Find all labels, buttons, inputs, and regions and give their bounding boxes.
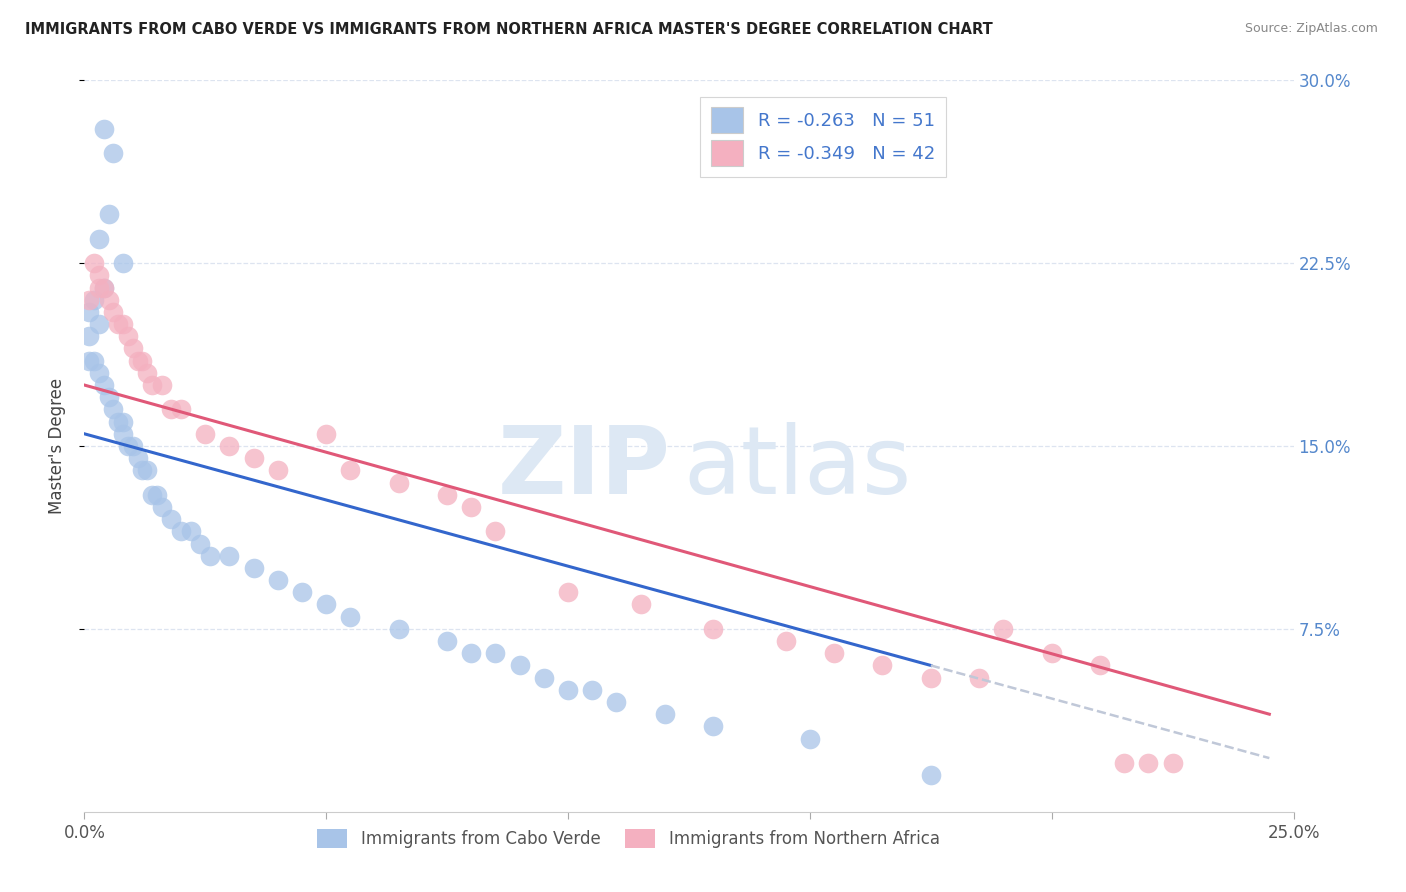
Point bbox=[121, 342, 143, 356]
Point bbox=[339, 463, 361, 477]
Point bbox=[136, 463, 159, 477]
Point bbox=[242, 561, 264, 575]
Point bbox=[194, 426, 217, 441]
Point bbox=[77, 353, 100, 368]
Point bbox=[150, 378, 173, 392]
Point bbox=[388, 475, 411, 490]
Point bbox=[339, 609, 361, 624]
Point bbox=[533, 671, 555, 685]
Point bbox=[97, 207, 120, 221]
Point bbox=[630, 598, 652, 612]
Point bbox=[702, 622, 724, 636]
Point bbox=[121, 439, 143, 453]
Point bbox=[112, 317, 135, 331]
Point bbox=[267, 573, 290, 587]
Point bbox=[484, 646, 506, 660]
Point bbox=[1088, 658, 1111, 673]
Point bbox=[97, 293, 120, 307]
Point bbox=[799, 731, 821, 746]
Point bbox=[112, 256, 135, 270]
Y-axis label: Master's Degree: Master's Degree bbox=[48, 378, 66, 514]
Point bbox=[654, 707, 676, 722]
Point bbox=[117, 439, 139, 453]
Point bbox=[93, 280, 115, 294]
Point bbox=[218, 439, 240, 453]
Point bbox=[509, 658, 531, 673]
Point bbox=[242, 451, 264, 466]
Point bbox=[920, 768, 942, 782]
Point bbox=[315, 598, 337, 612]
Point bbox=[150, 500, 173, 514]
Text: ZIP: ZIP bbox=[498, 422, 671, 514]
Point bbox=[103, 146, 125, 161]
Point bbox=[87, 317, 110, 331]
Text: atlas: atlas bbox=[683, 422, 911, 514]
Point bbox=[920, 671, 942, 685]
Point bbox=[107, 317, 129, 331]
Point bbox=[77, 305, 100, 319]
Point bbox=[93, 122, 115, 136]
Point bbox=[993, 622, 1015, 636]
Point bbox=[170, 524, 193, 539]
Point bbox=[170, 402, 193, 417]
Point bbox=[160, 402, 183, 417]
Point bbox=[107, 415, 129, 429]
Point bbox=[460, 500, 482, 514]
Point bbox=[93, 378, 115, 392]
Point bbox=[198, 549, 221, 563]
Point bbox=[967, 671, 990, 685]
Point bbox=[823, 646, 845, 660]
Point bbox=[872, 658, 894, 673]
Point bbox=[77, 329, 100, 343]
Point bbox=[557, 585, 579, 599]
Point bbox=[605, 695, 627, 709]
Point bbox=[702, 719, 724, 733]
Point bbox=[460, 646, 482, 660]
Point bbox=[131, 463, 153, 477]
Point bbox=[581, 682, 603, 697]
Text: IMMIGRANTS FROM CABO VERDE VS IMMIGRANTS FROM NORTHERN AFRICA MASTER'S DEGREE CO: IMMIGRANTS FROM CABO VERDE VS IMMIGRANTS… bbox=[25, 22, 993, 37]
Point bbox=[291, 585, 314, 599]
Legend: Immigrants from Cabo Verde, Immigrants from Northern Africa: Immigrants from Cabo Verde, Immigrants f… bbox=[311, 822, 946, 855]
Point bbox=[131, 353, 153, 368]
Point bbox=[484, 524, 506, 539]
Point bbox=[267, 463, 290, 477]
Point bbox=[218, 549, 240, 563]
Point bbox=[117, 329, 139, 343]
Point bbox=[1040, 646, 1063, 660]
Point bbox=[77, 293, 100, 307]
Point bbox=[87, 366, 110, 380]
Point bbox=[141, 378, 163, 392]
Point bbox=[87, 232, 110, 246]
Point bbox=[315, 426, 337, 441]
Point bbox=[1161, 756, 1184, 770]
Point bbox=[557, 682, 579, 697]
Point bbox=[775, 634, 797, 648]
Point bbox=[146, 488, 169, 502]
Point bbox=[103, 305, 125, 319]
Point bbox=[180, 524, 202, 539]
Point bbox=[83, 353, 105, 368]
Point bbox=[436, 488, 458, 502]
Point bbox=[127, 451, 149, 466]
Text: Source: ZipAtlas.com: Source: ZipAtlas.com bbox=[1244, 22, 1378, 36]
Point bbox=[160, 512, 183, 526]
Point bbox=[103, 402, 125, 417]
Point bbox=[112, 415, 135, 429]
Point bbox=[436, 634, 458, 648]
Point bbox=[141, 488, 163, 502]
Point bbox=[1137, 756, 1160, 770]
Point bbox=[93, 280, 115, 294]
Point bbox=[87, 268, 110, 283]
Point bbox=[87, 280, 110, 294]
Point bbox=[1114, 756, 1136, 770]
Point bbox=[190, 536, 212, 550]
Point bbox=[136, 366, 159, 380]
Point bbox=[83, 256, 105, 270]
Point bbox=[83, 293, 105, 307]
Point bbox=[112, 426, 135, 441]
Point bbox=[388, 622, 411, 636]
Point bbox=[97, 390, 120, 404]
Point bbox=[127, 353, 149, 368]
